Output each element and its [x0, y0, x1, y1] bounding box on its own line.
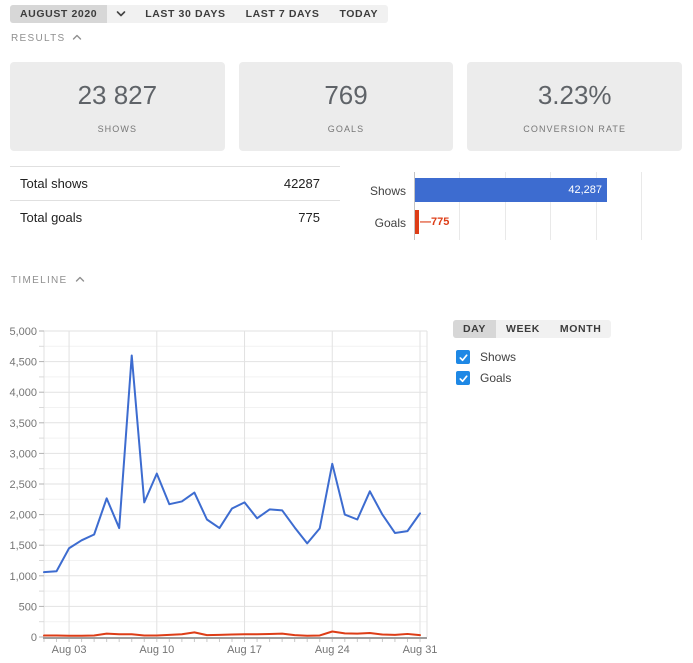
timeline-svg: 0 500 1,000 1,500 2,000 2,500 3,000 3,500 4,000 4…	[9, 326, 438, 656]
x-axis-label: Aug 31	[403, 644, 438, 656]
x-axis-label: Aug 03	[52, 644, 87, 656]
total-shows-value: 42287	[283, 176, 320, 191]
timeline-granularity-tabs: DAY WEEK MONTH	[453, 320, 612, 338]
totals-bar-chart: Shows Goals 42,287 —775	[362, 170, 662, 242]
timeline-line-chart[interactable]: 0 500 1,000 1,500 2,000 2,500 3,000 3,500 4,000 4…	[6, 318, 446, 660]
stat-cards: 23 827 SHOWS 769 GOALS 3.23% CONVERSION …	[10, 62, 683, 151]
conversion-rate-value: 3.23%	[537, 79, 612, 110]
y-axis-label: 5,000	[9, 326, 37, 338]
timeline-section-label: TIMELINE	[11, 275, 68, 286]
goals-card: 769 GOALS	[238, 62, 454, 151]
x-axis-label: Aug 10	[139, 644, 174, 656]
y-axis-label: 0	[31, 632, 37, 644]
results-section-header[interactable]: RESULTS	[11, 33, 82, 44]
tab-week[interactable]: WEEK	[506, 323, 540, 335]
shows-label: SHOWS	[97, 123, 138, 134]
last-7-days-button[interactable]: LAST 7 DAYS	[245, 8, 320, 20]
y-axis-label: 4,500	[9, 357, 37, 369]
y-axis-label: 1,000	[9, 571, 37, 583]
total-goals-label: Total goals	[20, 210, 83, 225]
shows-value: 23 827	[77, 79, 158, 110]
period-selector-button[interactable]: AUGUST 2020	[10, 5, 108, 23]
goals-checkbox[interactable]	[456, 371, 470, 385]
shows-bar[interactable]: 42,287	[415, 178, 607, 202]
bar-chart-gridline	[596, 172, 597, 240]
x-axis-label: Aug 17	[227, 644, 262, 656]
goals-value: 769	[324, 79, 368, 110]
chevron-up-icon[interactable]	[75, 275, 85, 286]
y-axis-label: 2,500	[9, 479, 37, 491]
conversion-rate-card: 3.23% CONVERSION RATE	[467, 62, 683, 151]
y-axis-label: 4,000	[9, 387, 37, 399]
last-30-days-button[interactable]: LAST 30 DAYS	[145, 8, 226, 20]
goals-checkbox-row[interactable]: Goals	[456, 371, 516, 385]
bar-chart-gridline	[505, 172, 506, 240]
chevron-up-icon[interactable]	[72, 33, 82, 44]
chevron-down-icon[interactable]	[107, 5, 135, 23]
goals-label: GOALS	[327, 123, 365, 134]
goals-checkbox-label: Goals	[480, 371, 512, 385]
goals-bar-value-label: —775	[420, 216, 450, 228]
results-section-label: RESULTS	[11, 33, 66, 44]
tab-day[interactable]: DAY	[453, 320, 497, 338]
x-axis-label: Aug 24	[315, 644, 350, 656]
total-shows-label: Total shows	[20, 176, 88, 191]
y-axis-label: 3,500	[9, 418, 37, 430]
y-axis-label: 3,000	[9, 448, 37, 460]
bar-chart-gridline	[459, 172, 460, 240]
bar-chart-gridline	[641, 172, 642, 240]
goals-series-line[interactable]	[43, 630, 421, 637]
shows-series-line[interactable]	[43, 354, 421, 574]
shows-checkbox-row[interactable]: Shows	[456, 350, 516, 364]
bar-chart-plot[interactable]: 42,287 —775	[414, 170, 642, 242]
shows-bar-value-label: 42,287	[568, 184, 602, 196]
bar-label-goals: Goals	[374, 216, 406, 230]
bar-label-shows: Shows	[369, 184, 406, 198]
shows-checkbox-label: Shows	[480, 350, 517, 364]
total-goals-value: 775	[298, 210, 320, 225]
goals-bar[interactable]	[415, 210, 419, 234]
table-row: Total shows 42287	[10, 166, 340, 200]
totals-table: Total shows 42287 Total goals 775	[10, 166, 340, 234]
bar-chart-category-labels: Shows Goals	[362, 170, 414, 242]
tab-month[interactable]: MONTH	[559, 323, 602, 335]
y-axis-label: 2,000	[9, 510, 37, 522]
bar-chart-gridline	[550, 172, 551, 240]
conversion-rate-label: CONVERSION RATE	[523, 123, 627, 134]
period-toolbar: AUGUST 2020 LAST 30 DAYS LAST 7 DAYS TOD…	[10, 5, 389, 23]
shows-checkbox[interactable]	[456, 350, 470, 364]
y-axis-label: 500	[19, 601, 37, 613]
shows-card: 23 827 SHOWS	[10, 62, 225, 151]
bar-chart-axis-line	[414, 172, 415, 240]
today-button[interactable]: TODAY	[339, 8, 379, 20]
y-axis-label: 1,500	[9, 540, 37, 552]
series-legend: Shows Goals	[456, 350, 516, 385]
table-row: Total goals 775	[10, 200, 340, 234]
timeline-section-header[interactable]: TIMELINE	[11, 275, 85, 286]
